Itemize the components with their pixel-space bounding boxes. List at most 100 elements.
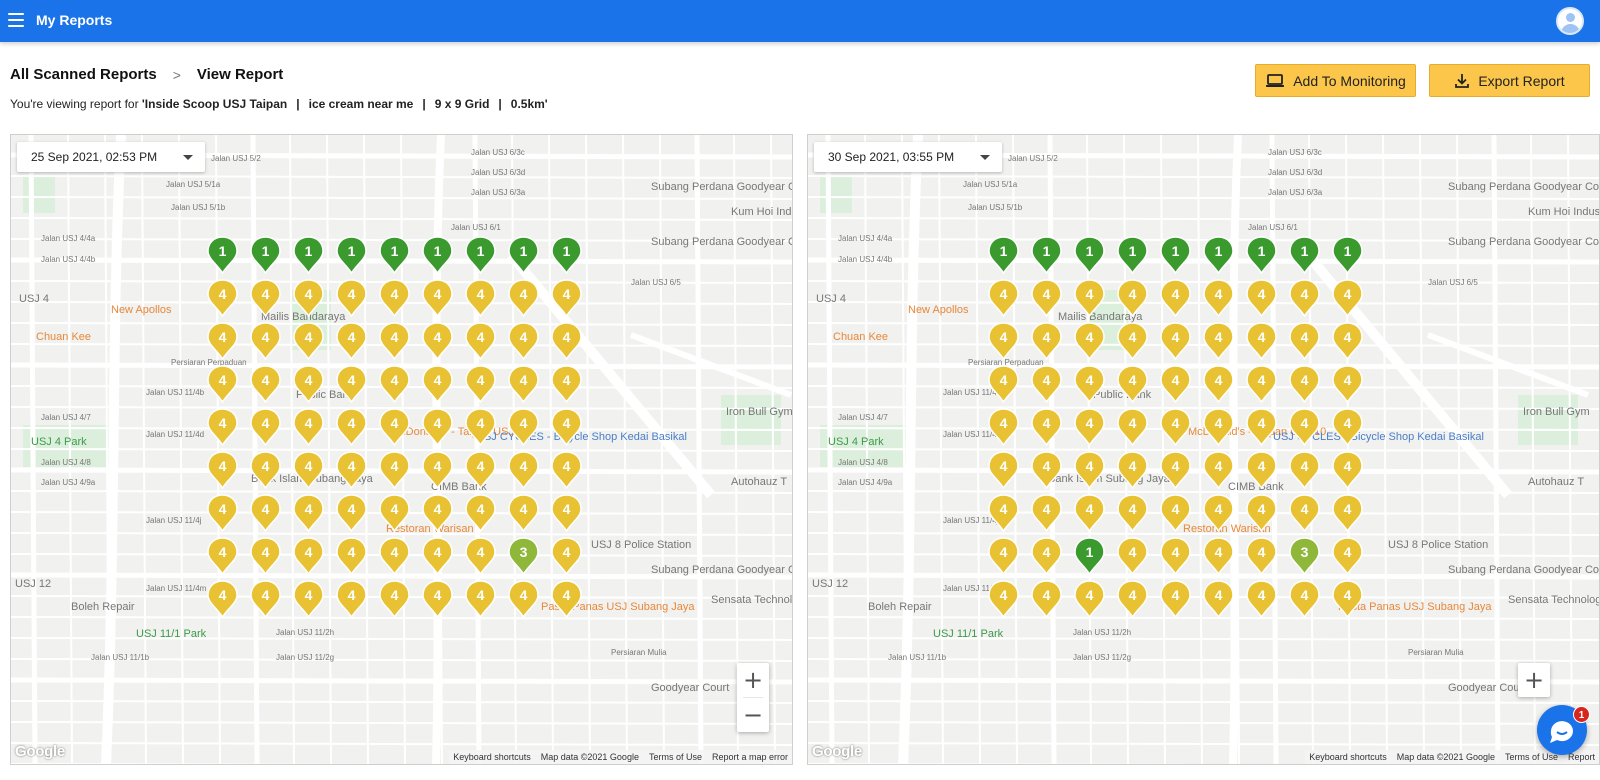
rank-pin[interactable]: 1	[293, 236, 324, 274]
rank-pin[interactable]: 4	[988, 408, 1019, 446]
rank-pin[interactable]: 4	[1074, 365, 1105, 403]
rank-pin[interactable]: 1	[1289, 236, 1320, 274]
rank-pin[interactable]: 4	[422, 580, 453, 618]
rank-pin[interactable]: 4	[250, 537, 281, 575]
rank-pin[interactable]: 4	[1246, 537, 1277, 575]
rank-pin[interactable]: 4	[422, 494, 453, 532]
rank-pin[interactable]: 4	[1031, 365, 1062, 403]
rank-pin[interactable]: 4	[508, 451, 539, 489]
rank-pin[interactable]: 4	[988, 365, 1019, 403]
rank-pin[interactable]: 4	[336, 279, 367, 317]
rank-pin[interactable]: 4	[336, 537, 367, 575]
terms-of-use-link[interactable]: Terms of Use	[648, 752, 702, 762]
rank-pin[interactable]: 4	[293, 451, 324, 489]
rank-pin[interactable]: 1	[336, 236, 367, 274]
rank-pin[interactable]: 4	[1203, 408, 1234, 446]
rank-pin[interactable]: 4	[1289, 408, 1320, 446]
rank-pin[interactable]: 4	[250, 408, 281, 446]
rank-pin[interactable]: 4	[379, 322, 410, 360]
rank-pin[interactable]: 4	[1203, 537, 1234, 575]
rank-pin[interactable]: 4	[1289, 451, 1320, 489]
rank-pin[interactable]: 4	[336, 408, 367, 446]
rank-pin[interactable]: 4	[336, 451, 367, 489]
rank-pin[interactable]: 4	[508, 580, 539, 618]
rank-pin[interactable]: 4	[1160, 365, 1191, 403]
rank-pin[interactable]: 4	[379, 365, 410, 403]
rank-pin[interactable]: 4	[1332, 494, 1363, 532]
rank-pin[interactable]: 4	[422, 451, 453, 489]
rank-pin[interactable]: 4	[508, 279, 539, 317]
rank-pin[interactable]: 4	[1031, 322, 1062, 360]
rank-pin[interactable]: 4	[1117, 365, 1148, 403]
rank-pin[interactable]: 4	[1117, 537, 1148, 575]
rank-pin[interactable]: 4	[293, 494, 324, 532]
rank-pin[interactable]: 4	[551, 279, 582, 317]
rank-pin[interactable]: 3	[1289, 537, 1320, 575]
rank-pin[interactable]: 4	[1160, 322, 1191, 360]
rank-pin[interactable]: 4	[1031, 408, 1062, 446]
rank-pin[interactable]: 4	[508, 408, 539, 446]
hamburger-menu-icon[interactable]	[8, 13, 24, 27]
rank-pin[interactable]: 4	[988, 322, 1019, 360]
rank-pin[interactable]: 1	[379, 236, 410, 274]
rank-pin[interactable]: 4	[293, 279, 324, 317]
rank-pin[interactable]: 1	[1160, 236, 1191, 274]
map-panel-left[interactable]: Jalan USJ 5/2 Jalan USJ 5/1a Jalan USJ 5/1…	[10, 134, 793, 765]
rank-pin[interactable]: 4	[1332, 365, 1363, 403]
rank-pin[interactable]: 4	[250, 494, 281, 532]
rank-pin[interactable]: 4	[1117, 408, 1148, 446]
rank-pin[interactable]: 4	[1246, 279, 1277, 317]
rank-pin[interactable]: 4	[207, 580, 238, 618]
rank-pin[interactable]: 4	[207, 279, 238, 317]
rank-pin[interactable]: 4	[1074, 322, 1105, 360]
rank-pin[interactable]: 4	[379, 279, 410, 317]
rank-pin[interactable]: 4	[250, 322, 281, 360]
rank-pin[interactable]: 4	[1117, 494, 1148, 532]
rank-pin[interactable]: 1	[1203, 236, 1234, 274]
user-avatar-icon[interactable]	[1556, 7, 1584, 35]
rank-pin[interactable]: 4	[207, 365, 238, 403]
rank-pin[interactable]: 4	[551, 451, 582, 489]
rank-pin[interactable]: 4	[336, 365, 367, 403]
rank-pin[interactable]: 4	[1289, 494, 1320, 532]
rank-pin[interactable]: 1	[250, 236, 281, 274]
rank-pin[interactable]: 4	[1074, 408, 1105, 446]
terms-of-use-link[interactable]: Terms of Use	[1504, 752, 1558, 762]
rank-pin[interactable]: 4	[1203, 279, 1234, 317]
rank-pin[interactable]: 4	[1031, 451, 1062, 489]
rank-pin[interactable]: 4	[1160, 494, 1191, 532]
rank-pin[interactable]: 4	[336, 322, 367, 360]
rank-pin[interactable]: 4	[293, 537, 324, 575]
rank-pin[interactable]: 4	[465, 451, 496, 489]
rank-pin[interactable]: 4	[1203, 580, 1234, 618]
rank-pin[interactable]: 4	[250, 451, 281, 489]
rank-pin[interactable]: 4	[1074, 494, 1105, 532]
rank-pin[interactable]: 4	[379, 537, 410, 575]
rank-pin[interactable]: 4	[207, 451, 238, 489]
rank-pin[interactable]: 4	[1203, 451, 1234, 489]
rank-pin[interactable]: 4	[1246, 580, 1277, 618]
rank-pin[interactable]: 4	[1031, 580, 1062, 618]
rank-pin[interactable]: 4	[250, 580, 281, 618]
rank-pin[interactable]: 1	[1332, 236, 1363, 274]
rank-pin[interactable]: 4	[551, 322, 582, 360]
rank-pin[interactable]: 4	[1332, 279, 1363, 317]
rank-pin[interactable]: 4	[1160, 279, 1191, 317]
report-date-select[interactable]: 25 Sep 2021, 02:53 PM	[17, 142, 205, 172]
rank-pin[interactable]: 4	[1203, 322, 1234, 360]
rank-pin[interactable]: 1	[1117, 236, 1148, 274]
rank-pin[interactable]: 4	[207, 537, 238, 575]
rank-pin[interactable]: 4	[1332, 322, 1363, 360]
rank-pin[interactable]: 4	[1246, 322, 1277, 360]
rank-pin[interactable]: 4	[207, 494, 238, 532]
rank-pin[interactable]: 4	[1289, 322, 1320, 360]
rank-pin[interactable]: 4	[250, 365, 281, 403]
rank-pin[interactable]: 4	[422, 279, 453, 317]
rank-pin[interactable]: 4	[1160, 408, 1191, 446]
rank-pin[interactable]: 4	[1117, 322, 1148, 360]
report-map-error-link[interactable]: Report	[1567, 752, 1595, 762]
rank-pin[interactable]: 4	[1289, 580, 1320, 618]
rank-pin[interactable]: 4	[336, 580, 367, 618]
report-map-error-link[interactable]: Report a map error	[711, 752, 788, 762]
rank-pin[interactable]: 1	[1031, 236, 1062, 274]
